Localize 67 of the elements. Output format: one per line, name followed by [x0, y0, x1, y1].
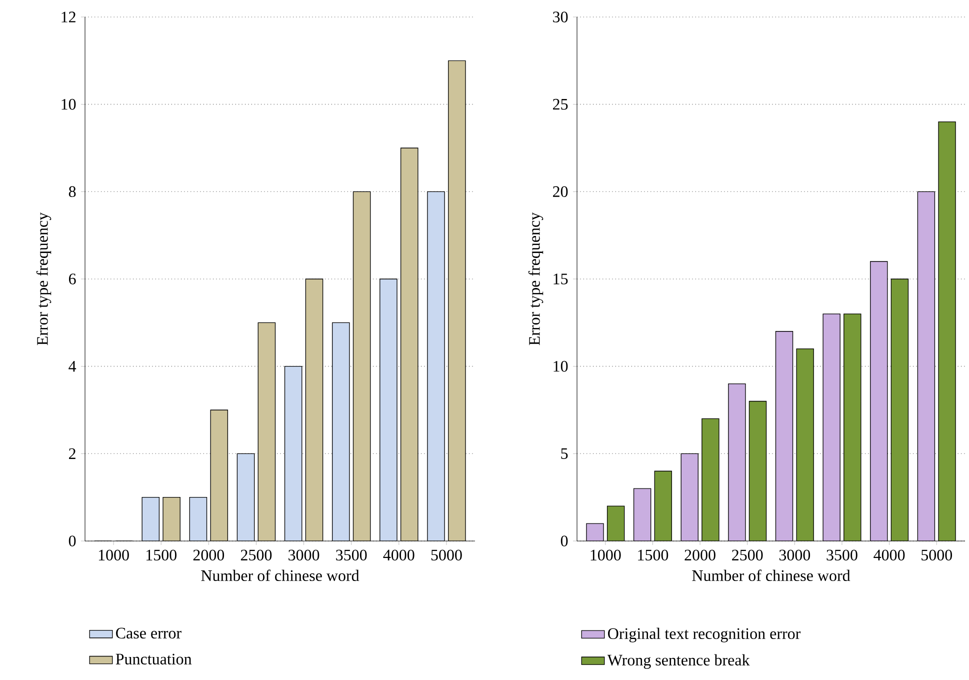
bar	[870, 261, 888, 541]
y-tick-label: 25	[553, 98, 568, 110]
bar	[258, 322, 276, 541]
bar	[775, 331, 794, 541]
x-tick-label: 5000	[431, 550, 462, 560]
y-tick-label: 10	[62, 98, 76, 110]
x-tick-label: 1000	[98, 550, 129, 560]
y-tick-label: 0	[68, 536, 76, 546]
y-tick-label: 6	[68, 274, 76, 284]
bar	[448, 60, 466, 541]
legend-label: Case error	[116, 628, 182, 639]
y-axis-title: Error type frequency	[36, 212, 52, 346]
bar	[427, 191, 445, 541]
legend-label: Wrong sentence break	[607, 654, 750, 669]
x-axis-title: Number of chinese word	[692, 570, 850, 582]
x-tick-label: 3500	[826, 550, 858, 560]
bar	[796, 348, 814, 541]
y-tick-label: 30	[553, 12, 568, 22]
x-tick-label: 2000	[684, 550, 716, 560]
bar	[606, 506, 625, 541]
y-tick-label: 2	[69, 448, 76, 459]
x-tick-label: 1500	[638, 550, 668, 560]
bar	[142, 496, 160, 541]
x-tick-label: 5000	[922, 550, 952, 560]
y-tick-label: 5	[561, 448, 568, 459]
bar	[400, 148, 418, 541]
x-tick-label: 4000	[383, 550, 414, 560]
x-axis-title: Number of chinese word	[201, 570, 360, 582]
bar	[938, 121, 956, 541]
bar	[890, 278, 909, 541]
bar	[305, 278, 324, 541]
x-tick-label: 3000	[779, 550, 810, 560]
legend-label: Original text recognition error	[608, 628, 801, 642]
y-tick-label: 10	[554, 360, 568, 372]
x-tick-label: 3000	[288, 550, 320, 560]
x-tick-label: 4000	[874, 550, 905, 560]
bar	[352, 191, 371, 541]
y-tick-label: 0	[560, 536, 568, 546]
bar	[236, 453, 255, 541]
y-tick-label: 8	[68, 186, 76, 198]
bar	[822, 314, 840, 541]
y-tick-label: 12	[62, 12, 76, 22]
bar	[189, 496, 208, 541]
x-tick-label: 2000	[193, 550, 224, 560]
bar	[210, 410, 228, 541]
legend-label: Punctuation	[116, 654, 192, 664]
y-tick-label: 4	[68, 361, 76, 372]
bar	[633, 488, 652, 541]
bar	[844, 314, 862, 541]
bar	[702, 418, 720, 541]
bar	[728, 383, 746, 541]
x-tick-label: 2500	[732, 550, 763, 560]
bar	[332, 322, 350, 541]
y-axis-title: Error type frequency	[528, 212, 544, 346]
y-tick-label: 20	[553, 186, 568, 198]
x-tick-label: 3500	[336, 550, 367, 560]
x-tick-label: 2500	[240, 550, 272, 560]
bar	[284, 366, 302, 541]
bar	[380, 278, 398, 541]
bar	[917, 191, 936, 541]
bar	[162, 496, 180, 541]
bar	[680, 453, 698, 541]
bar	[654, 470, 672, 541]
x-tick-label: 1500	[146, 550, 176, 560]
bar	[748, 400, 767, 541]
x-tick-label: 1000	[590, 550, 621, 560]
y-tick-label: 15	[554, 274, 568, 284]
